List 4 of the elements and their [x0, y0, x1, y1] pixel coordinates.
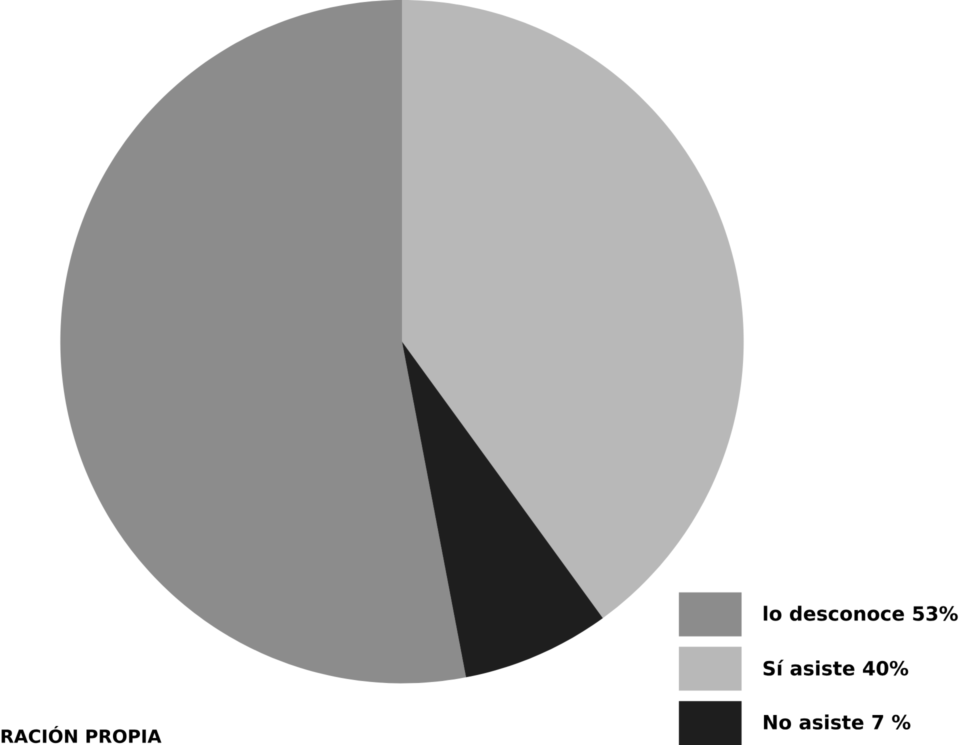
text: RACIÓN PROPIA	[2, 726, 162, 744]
legend-label: No asiste 7 %	[764, 714, 910, 730]
legend-label: lo desconoce 53%	[764, 606, 958, 621]
legend-label: Sí asiste 40%	[764, 660, 908, 676]
